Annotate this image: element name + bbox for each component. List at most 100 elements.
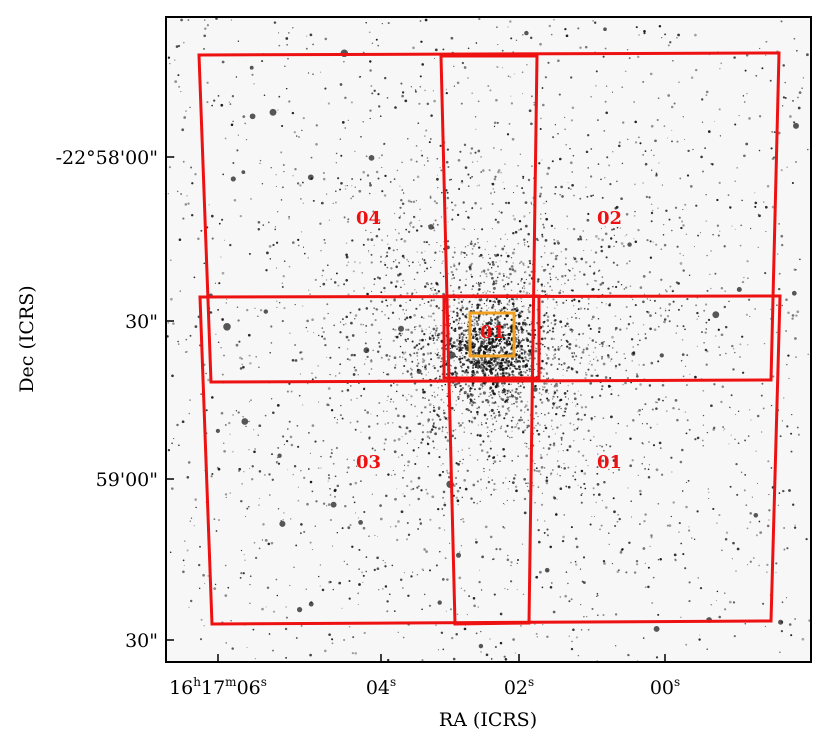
star (501, 326, 505, 330)
star (460, 518, 462, 521)
star (467, 185, 470, 187)
star (541, 586, 544, 589)
star (259, 309, 263, 312)
star (455, 383, 458, 386)
star (559, 596, 562, 598)
star (440, 245, 442, 247)
star (489, 447, 492, 450)
star (378, 345, 382, 348)
star (681, 490, 684, 492)
star (264, 539, 268, 542)
star (463, 228, 466, 231)
star (494, 297, 496, 299)
star (253, 429, 255, 431)
star (685, 432, 688, 435)
star (525, 291, 529, 295)
star (412, 200, 416, 204)
star (329, 373, 331, 376)
star (495, 261, 497, 263)
star (690, 76, 694, 79)
star (653, 625, 660, 632)
star (471, 345, 474, 348)
star (719, 230, 721, 232)
star (233, 199, 237, 202)
star (590, 249, 592, 251)
star (595, 235, 598, 238)
star (450, 36, 454, 40)
star (499, 641, 503, 645)
star (729, 485, 732, 488)
star (217, 341, 220, 343)
star (791, 317, 794, 320)
star (625, 305, 628, 309)
star (232, 451, 234, 453)
star (516, 310, 519, 312)
star (537, 415, 539, 418)
star (413, 179, 415, 181)
star (620, 197, 623, 201)
star (624, 70, 627, 73)
star (671, 289, 675, 293)
star (573, 392, 576, 395)
star (535, 425, 537, 427)
star (404, 313, 406, 315)
star (497, 393, 500, 396)
star (270, 167, 272, 169)
star (723, 245, 726, 248)
star (487, 344, 490, 347)
star (459, 308, 463, 312)
star (399, 578, 403, 581)
star (495, 279, 498, 283)
star (537, 528, 540, 532)
star (242, 415, 244, 418)
star (456, 372, 459, 375)
star (509, 361, 511, 363)
star (517, 455, 519, 458)
star (578, 346, 581, 349)
star (384, 262, 386, 264)
star (702, 424, 704, 426)
star (416, 486, 419, 489)
star (652, 209, 654, 212)
star (596, 592, 599, 595)
star (178, 444, 180, 446)
star (446, 196, 450, 200)
star (445, 610, 447, 612)
star (538, 195, 542, 198)
star (590, 363, 593, 366)
star (516, 344, 520, 348)
star (555, 382, 558, 386)
star (340, 404, 342, 407)
star (190, 517, 193, 519)
star (685, 481, 688, 484)
star (281, 286, 284, 288)
star (184, 203, 188, 206)
star (587, 368, 590, 371)
star (472, 416, 474, 418)
star (784, 96, 787, 100)
star (521, 348, 524, 351)
star (378, 157, 381, 159)
star (727, 194, 730, 196)
star (472, 483, 476, 487)
star (571, 171, 573, 173)
star (284, 65, 286, 67)
star (523, 353, 526, 355)
star (494, 309, 496, 311)
star (393, 473, 396, 476)
star (628, 260, 631, 263)
star (543, 520, 546, 522)
star (506, 396, 509, 399)
star (473, 351, 477, 355)
star (639, 286, 643, 289)
star (535, 467, 538, 470)
star (506, 558, 510, 562)
star (589, 523, 592, 526)
star (473, 398, 476, 401)
star (512, 232, 515, 235)
star (789, 115, 792, 118)
star (407, 337, 409, 340)
star (467, 384, 471, 388)
star (543, 430, 545, 432)
star (780, 169, 783, 172)
